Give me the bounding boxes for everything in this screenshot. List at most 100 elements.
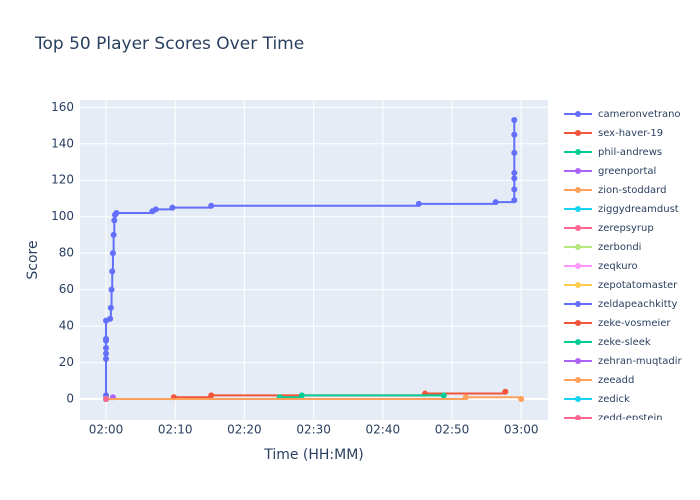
legend-marker (575, 282, 581, 288)
data-point (152, 206, 159, 213)
legend-item[interactable]: zeke-sleek (564, 337, 651, 348)
data-point (103, 350, 110, 357)
y-tick-label: 80 (59, 246, 74, 260)
plot-area (103, 117, 525, 403)
data-point (492, 199, 499, 206)
legend-item[interactable]: zerepsyrup (564, 223, 654, 234)
legend-item[interactable]: zeeadd (564, 375, 634, 386)
legend-label: zepotatomaster (598, 280, 678, 291)
y-tick-label: 60 (59, 282, 74, 296)
y-tick-label: 20 (59, 355, 74, 369)
data-point (511, 169, 518, 176)
legend-marker (575, 187, 581, 193)
legend-marker (575, 396, 581, 402)
legend-item[interactable]: zehran-muqtadir (564, 356, 683, 367)
legend-item[interactable]: ziggydreamdust (564, 204, 679, 215)
legend-marker (575, 111, 581, 117)
legend-label: greenportal (598, 166, 656, 177)
data-point (208, 392, 215, 399)
legend-label: zeke-vosmeier (598, 318, 671, 329)
data-point (109, 268, 116, 275)
data-point (103, 396, 110, 403)
legend-marker (575, 377, 581, 383)
data-point (511, 117, 518, 124)
data-point (415, 200, 422, 207)
legend-item[interactable]: zedd-epstein (564, 413, 663, 424)
legend-marker (575, 149, 581, 155)
legend-item[interactable]: zepotatomaster (564, 280, 678, 291)
data-point (103, 335, 110, 342)
data-point (103, 355, 110, 362)
data-point (511, 131, 518, 138)
data-point (107, 304, 114, 311)
y-tick-label: 100 (51, 209, 74, 223)
legend-marker (575, 130, 581, 136)
legend-marker (575, 301, 581, 307)
x-tick-label: 03:00 (504, 423, 539, 437)
legend-marker (575, 358, 581, 364)
legend-label: ziggydreamdust (598, 204, 679, 215)
data-point (208, 202, 215, 209)
legend-label: zerepsyrup (598, 223, 654, 234)
y-tick-label: 140 (51, 136, 74, 150)
legend[interactable]: cameronvetrano sex-haver-19 phil-andrews gr… (564, 109, 683, 424)
legend-marker (575, 206, 581, 212)
y-tick-label: 0 (66, 392, 74, 406)
x-tick-label: 02:00 (89, 423, 124, 437)
legend-item[interactable]: zeldapeachkitty (564, 299, 678, 310)
chart-title: Top 50 Player Scores Over Time (34, 34, 304, 54)
data-point (511, 175, 518, 182)
data-point (113, 210, 120, 217)
y-tick-label: 40 (59, 319, 74, 333)
x-tick-label: 02:10 (158, 423, 193, 437)
data-point (110, 231, 117, 238)
legend-label: zeeadd (598, 375, 634, 386)
data-point (107, 315, 114, 322)
data-point (511, 186, 518, 193)
data-point (109, 250, 116, 257)
legend-label: cameronvetrano (598, 109, 681, 120)
legend-item[interactable]: sex-haver-19 (564, 128, 663, 139)
data-point (511, 197, 518, 204)
legend-marker (575, 244, 581, 250)
y-tick-label: 120 (51, 173, 74, 187)
data-point (103, 344, 110, 351)
legend-marker (575, 225, 581, 231)
legend-item[interactable]: cameronvetrano (564, 109, 681, 120)
legend-item[interactable]: greenportal (564, 166, 656, 177)
legend-item[interactable]: zeqkuro (564, 261, 638, 272)
legend-label: zehran-muqtadir (598, 356, 683, 367)
data-point (502, 388, 509, 395)
x-tick-label: 02:40 (366, 423, 401, 437)
legend-label: zion-stoddard (598, 185, 666, 196)
x-tick-label: 02:50 (435, 423, 470, 437)
legend-marker (575, 339, 581, 345)
x-tick-label: 02:30 (296, 423, 331, 437)
legend-marker (575, 168, 581, 174)
data-point (518, 396, 525, 403)
legend-item[interactable]: zedick (564, 394, 630, 405)
legend-label: zerbondi (598, 242, 641, 253)
grid (80, 100, 548, 420)
legend-label: zedd-epstein (598, 413, 663, 424)
y-axis-title: Score (25, 240, 41, 279)
legend-item[interactable]: phil-andrews (564, 147, 662, 158)
x-axis-title: Time (HH:MM) (263, 447, 364, 463)
data-point (108, 286, 115, 293)
legend-label: zeldapeachkitty (598, 299, 678, 310)
legend-marker (575, 415, 581, 420)
data-point (298, 392, 305, 399)
legend-item[interactable]: zerbondi (564, 242, 641, 253)
axes: 0 20 40 60 80 100 120 140 160 02:00 02:10 02:20 02:3… (51, 100, 538, 437)
data-point (169, 204, 176, 211)
legend-marker (575, 320, 581, 326)
legend-item[interactable]: zeke-vosmeier (564, 318, 671, 329)
data-point (111, 217, 118, 224)
legend-item[interactable]: zion-stoddard (564, 185, 666, 196)
legend-label: zedick (598, 394, 630, 405)
legend-label: phil-andrews (598, 147, 662, 158)
x-tick-label: 02:20 (227, 423, 262, 437)
data-point (440, 392, 447, 399)
legend-marker (575, 263, 581, 269)
